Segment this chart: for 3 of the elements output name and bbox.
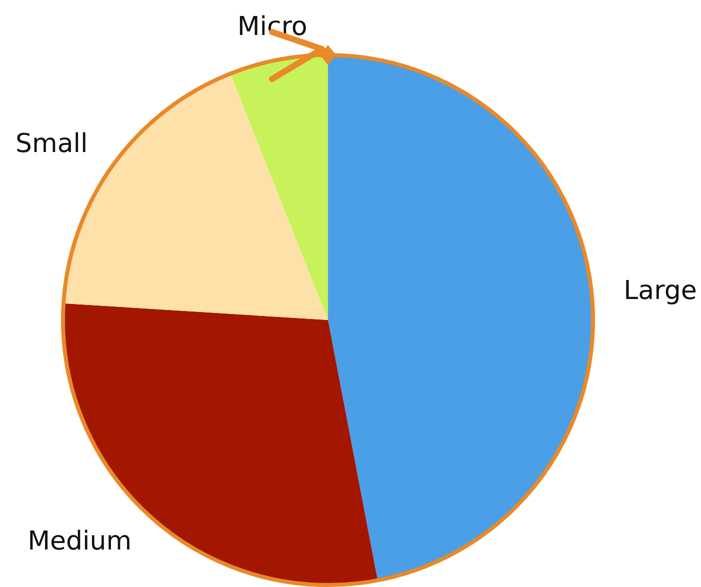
slice-label: Large [624, 276, 697, 306]
slice-label: Small [16, 129, 88, 160]
slice-label: Medium [28, 526, 132, 557]
